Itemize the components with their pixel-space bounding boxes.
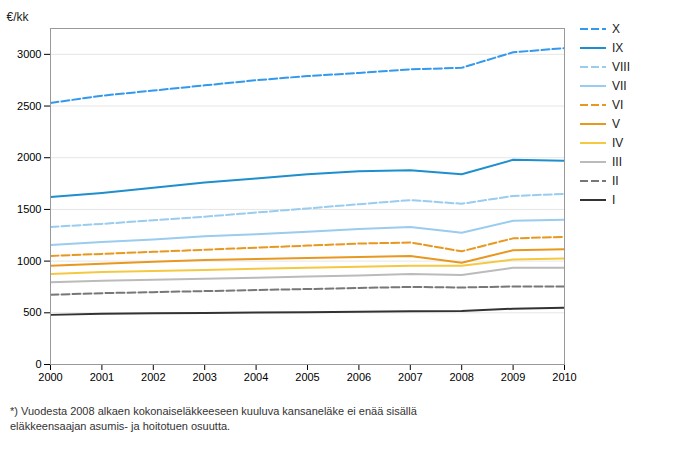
html-text:*) Vuodesta 2008 alkaen kokona: *) Vuodesta 2008 alkaen kokonaiseläkkees… (10, 405, 417, 432)
svg-text:2007: 2007 (398, 371, 422, 383)
svg-text:1000: 1000 (17, 255, 41, 267)
svg-text:2000: 2000 (17, 151, 41, 163)
html-text:II: II (612, 174, 619, 188)
svg-text:500: 500 (23, 306, 41, 318)
html-text:VII: VII (612, 79, 627, 93)
svg-text:2006: 2006 (347, 371, 371, 383)
svg-text:2005: 2005 (295, 371, 319, 383)
svg-text:2001: 2001 (90, 371, 114, 383)
html-text:IV: IV (612, 136, 624, 150)
svg-text:2010: 2010 (552, 371, 576, 383)
svg-text:0: 0 (35, 358, 41, 370)
svg-text:2002: 2002 (141, 371, 165, 383)
svg-text:2500: 2500 (17, 100, 41, 112)
svg-text:2009: 2009 (501, 371, 525, 383)
html-text:X: X (612, 22, 620, 36)
html-text:III: III (612, 155, 622, 169)
svg-text:2004: 2004 (244, 371, 268, 383)
svg-text:2008: 2008 (449, 371, 473, 383)
svg-text:1500: 1500 (17, 203, 41, 215)
html-text:VI: VI (612, 98, 624, 112)
html-text:V: V (612, 117, 620, 131)
html-text:IX: IX (612, 41, 624, 55)
svg-text:2000: 2000 (38, 371, 62, 383)
svg-text:3000: 3000 (17, 48, 41, 60)
svg-text:2003: 2003 (192, 371, 216, 383)
html-text:I: I (612, 193, 616, 207)
html-text:VIII: VIII (612, 60, 630, 74)
svg-text:€/kk: €/kk (7, 10, 30, 24)
